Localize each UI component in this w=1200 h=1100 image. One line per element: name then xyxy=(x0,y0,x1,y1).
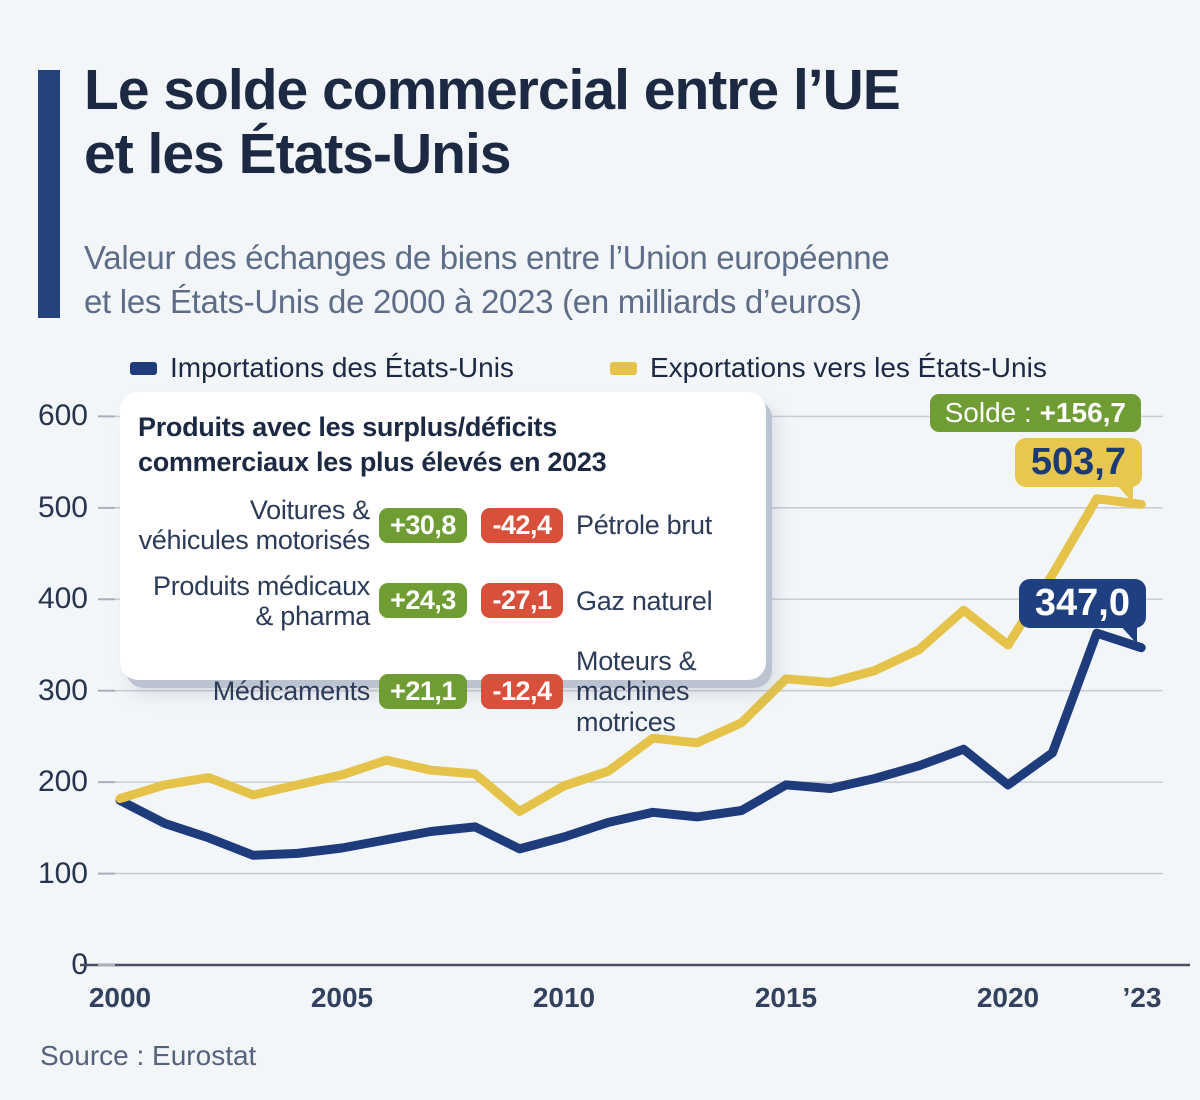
x-axis-tick-label: 2020 xyxy=(976,982,1040,1013)
x-axis-tick-label: 2005 xyxy=(310,982,374,1013)
balance-badge: Solde : +156,7 xyxy=(929,394,1141,432)
callout-title-line1: Produits avec les surplus/déficits xyxy=(138,412,557,442)
balance-badge-prefix: Solde : xyxy=(944,397,1040,428)
exports-legend-swatch xyxy=(610,361,637,375)
imports-line xyxy=(115,628,1146,860)
y-axis-tick-label: 600 xyxy=(37,399,88,432)
x-axis-tick-label: 2015 xyxy=(754,982,818,1013)
deficit-product-label: Pétrole brut xyxy=(576,510,712,541)
page-title-line2: et les États-Unis xyxy=(84,122,511,187)
legend-item-imports: Importations des États-Unis xyxy=(130,352,514,384)
y-axis-tick-label: 200 xyxy=(37,765,88,798)
page-subtitle: Valeur des échanges de biens entre l’Uni… xyxy=(84,236,890,323)
deficit-value-badge: -42,4 xyxy=(476,507,568,543)
deficit-value-badge: -12,4 xyxy=(476,673,568,709)
top-products-callout-card: Produits avec les surplus/déficits comme… xyxy=(120,392,766,737)
surplus-product-label: Médicaments xyxy=(212,676,371,707)
exports-final-value-badge: 503,7 xyxy=(1014,438,1142,503)
imports-final-value-badge: 347,0 xyxy=(1018,579,1146,644)
page-title-line1: Le solde commercial entre l’UE xyxy=(84,58,901,122)
exports-legend-label: Exportations vers les États-Unis xyxy=(650,352,1047,383)
surplus-product-label: Voitures & véhicules motorisés xyxy=(138,495,371,556)
y-axis-tick-label: 100 xyxy=(37,857,88,890)
source-note: Source : Eurostat xyxy=(40,1040,257,1071)
deficit-product-label: Gaz naturel xyxy=(576,585,713,616)
callout-rows: Voitures & véhicules motorisés +30,8 -42… xyxy=(138,495,746,737)
surplus-value-badge: +30,8 xyxy=(378,507,468,543)
surplus-value-badge: +21,1 xyxy=(378,673,468,709)
page-title: Le solde commercial entre l’UE et les Ét… xyxy=(84,58,901,187)
exports-line xyxy=(115,494,1146,816)
y-axis-tick-label: 0 xyxy=(71,948,88,981)
surplus-value-badge: +24,3 xyxy=(378,583,468,619)
y-axis-tick-label: 400 xyxy=(37,582,88,615)
x-axis-tick-label: 2010 xyxy=(532,982,596,1013)
balance-badge-value: +156,7 xyxy=(1039,397,1126,428)
legend-item-exports: Exportations vers les États-Unis xyxy=(610,352,1047,384)
page-subtitle-line2: et les États-Unis de 2000 à 2023 (en mil… xyxy=(84,282,862,320)
x-axis-tick-label: 2000 xyxy=(88,982,152,1013)
deficit-product-label: Moteurs & machines motrices xyxy=(576,646,697,737)
callout-title-line2: commerciaux les plus élevés en 2023 xyxy=(138,446,607,477)
y-axis-tick-label: 500 xyxy=(37,491,88,524)
x-axis-tick-label: ’23 xyxy=(1122,982,1162,1013)
imports-legend-label: Importations des États-Unis xyxy=(170,352,514,383)
callout-title: Produits avec les surplus/déficits comme… xyxy=(138,410,746,479)
y-axis-tick-label: 300 xyxy=(37,674,88,707)
imports-legend-swatch xyxy=(130,361,157,375)
deficit-value-badge: -27,1 xyxy=(476,583,568,619)
page-subtitle-line1: Valeur des échanges de biens entre l’Uni… xyxy=(84,239,890,276)
title-accent-bar xyxy=(38,70,60,318)
surplus-product-label: Produits médicaux & pharma xyxy=(152,570,370,631)
